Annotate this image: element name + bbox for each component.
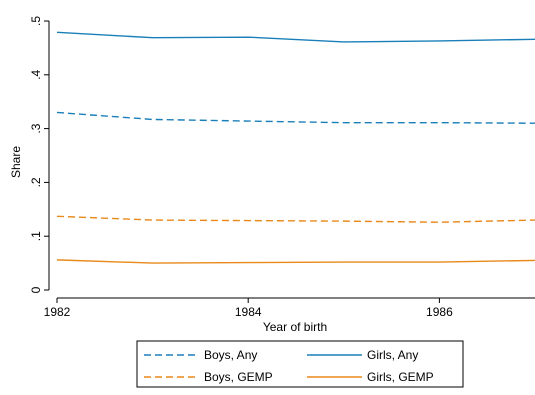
legend: Boys, Any Girls, Any Boys, GEMP Girls, GEMP <box>136 340 464 388</box>
axes: 1982 1984 1986 0 .1 .2 .3 .4 .5 <box>29 16 535 319</box>
series-line-2 <box>56 215 535 223</box>
x-tick-label: 1986 <box>426 305 453 319</box>
legend-label-1: Girls, Any <box>367 348 418 362</box>
legend-label-2: Boys, GEMP <box>204 370 273 384</box>
series-line-1 <box>56 31 535 43</box>
series-line-0 <box>56 111 535 124</box>
legend-label-0: Boys, Any <box>204 348 257 362</box>
legend-box <box>136 340 464 388</box>
y-tick-label: .4 <box>29 69 43 79</box>
legend-label-3: Girls, GEMP <box>367 370 434 384</box>
y-tick-label: .3 <box>29 123 43 133</box>
y-tick-label: .1 <box>29 231 43 241</box>
x-tick-label: 1984 <box>235 305 262 319</box>
x-axis-title: Year of birth <box>263 320 327 334</box>
x-tick-label: 1982 <box>44 305 71 319</box>
y-tick-label: 0 <box>29 286 43 293</box>
series-line-3 <box>56 259 535 264</box>
y-axis-title: Share <box>9 146 23 178</box>
plot-lines <box>56 31 535 264</box>
y-tick-label: .5 <box>29 16 43 26</box>
y-tick-label: .2 <box>29 177 43 187</box>
